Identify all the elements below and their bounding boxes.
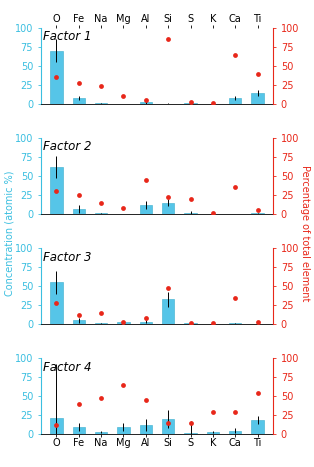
- Point: [210, 209, 215, 216]
- Bar: [117, 322, 130, 324]
- Bar: [184, 103, 197, 104]
- Point: [255, 389, 260, 396]
- Point: [76, 191, 81, 199]
- Bar: [50, 167, 62, 214]
- Point: [76, 400, 81, 408]
- Bar: [140, 205, 152, 214]
- Bar: [73, 209, 85, 214]
- Bar: [252, 420, 264, 434]
- Point: [143, 176, 148, 184]
- Point: [54, 421, 59, 429]
- Bar: [140, 322, 152, 324]
- Text: Factor 4: Factor 4: [43, 361, 92, 374]
- Point: [121, 92, 126, 100]
- Point: [121, 204, 126, 212]
- Point: [233, 51, 238, 58]
- Point: [166, 194, 171, 201]
- Bar: [73, 427, 85, 434]
- Bar: [252, 213, 264, 214]
- Point: [166, 284, 171, 291]
- Text: Factor 1: Factor 1: [43, 30, 92, 43]
- Bar: [50, 417, 62, 434]
- Bar: [140, 425, 152, 434]
- Point: [76, 311, 81, 319]
- Bar: [207, 432, 219, 434]
- Point: [188, 319, 193, 326]
- Point: [99, 394, 104, 402]
- Text: Percentage of total element: Percentage of total element: [300, 165, 310, 302]
- Point: [143, 396, 148, 404]
- Bar: [50, 283, 62, 324]
- Bar: [229, 431, 241, 434]
- Point: [99, 199, 104, 206]
- Bar: [162, 419, 174, 434]
- Point: [233, 294, 238, 301]
- Bar: [73, 320, 85, 324]
- Point: [210, 319, 215, 326]
- Point: [143, 96, 148, 104]
- Bar: [162, 203, 174, 214]
- Bar: [95, 213, 107, 214]
- Bar: [140, 102, 152, 104]
- Point: [99, 83, 104, 90]
- Bar: [73, 98, 85, 104]
- Point: [233, 184, 238, 191]
- Bar: [95, 432, 107, 434]
- Point: [210, 99, 215, 107]
- Bar: [162, 299, 174, 324]
- Bar: [95, 103, 107, 104]
- Point: [166, 35, 171, 43]
- Point: [143, 314, 148, 322]
- Bar: [184, 433, 197, 434]
- Text: Factor 3: Factor 3: [43, 250, 92, 263]
- Point: [54, 74, 59, 81]
- Point: [255, 206, 260, 214]
- Point: [166, 419, 171, 427]
- Bar: [229, 98, 241, 104]
- Point: [188, 98, 193, 106]
- Point: [188, 419, 193, 427]
- Point: [188, 195, 193, 203]
- Point: [233, 408, 238, 415]
- Point: [210, 408, 215, 415]
- Point: [255, 318, 260, 325]
- Text: Factor 2: Factor 2: [43, 141, 92, 154]
- Bar: [252, 92, 264, 104]
- Point: [54, 188, 59, 195]
- Bar: [50, 51, 62, 104]
- Point: [121, 381, 126, 389]
- Point: [121, 318, 126, 325]
- Bar: [117, 427, 130, 434]
- Point: [255, 70, 260, 78]
- Point: [99, 309, 104, 317]
- Point: [54, 299, 59, 307]
- Point: [76, 80, 81, 87]
- Bar: [184, 213, 197, 214]
- Text: Concentration (atomic %): Concentration (atomic %): [4, 171, 14, 296]
